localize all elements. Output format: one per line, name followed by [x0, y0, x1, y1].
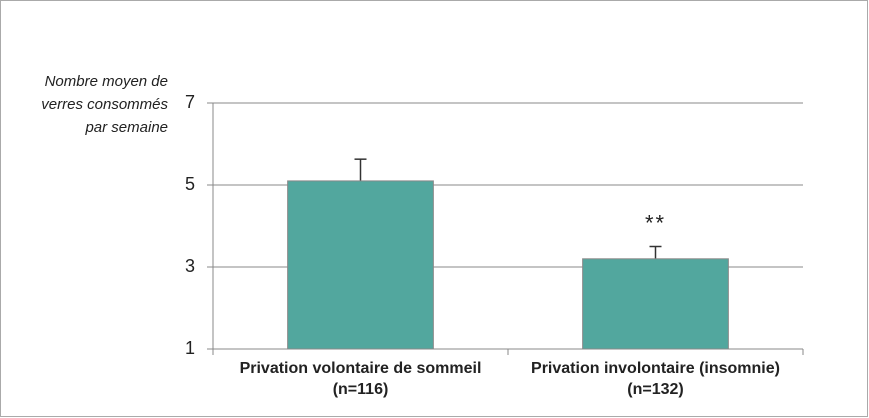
y-tick-label: 5	[185, 174, 195, 194]
y-tick-label: 3	[185, 256, 195, 276]
y-tick-label: 1	[185, 338, 195, 358]
x-tick-label: Privation volontaire de sommeil (n=116)	[239, 360, 482, 398]
bar	[582, 258, 729, 350]
x-tick-label: Privation involontaire (insomnie) (n=132…	[531, 360, 780, 398]
y-axis-label: Nombre moyen de verres consommés par sem…	[41, 73, 168, 136]
y-tick-label: 7	[185, 92, 195, 112]
bar	[287, 180, 434, 350]
annotation: **	[645, 210, 666, 235]
